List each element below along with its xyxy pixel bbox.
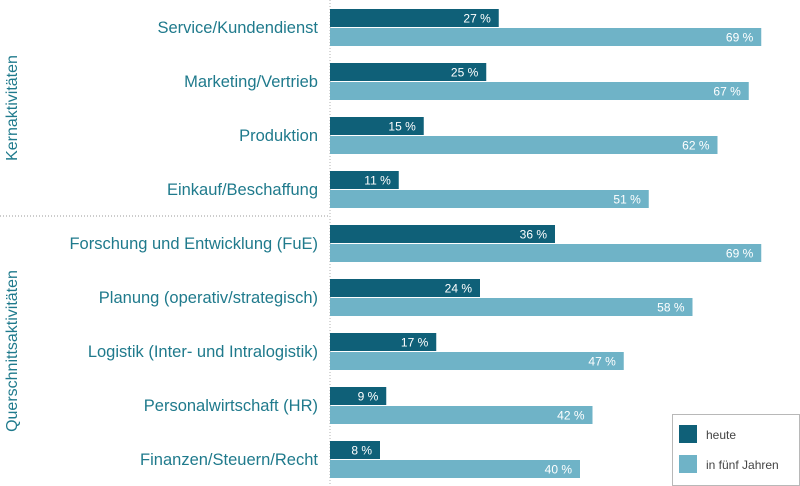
bar-in-f-nf-jahren-personalwirtschaft-hr (330, 406, 593, 424)
data-label: 17 % (401, 336, 429, 350)
bar-heute-logistik-inter-und-intralogistik (330, 333, 437, 351)
bar-in-f-nf-jahren-einkauf-beschaffung (330, 190, 649, 208)
data-label: 27 % (463, 12, 491, 26)
category-label: Logistik (Inter- und Intralogistik) (88, 343, 318, 361)
data-label: 51 % (613, 193, 641, 207)
group-label-querschnittsaktivit-ten: Querschnittsaktivitäten (4, 270, 21, 432)
category-label: Personalwirtschaft (HR) (144, 397, 318, 415)
data-label: 47 % (588, 355, 616, 369)
category-label: Finanzen/Steuern/Recht (140, 451, 318, 469)
data-label: 58 % (657, 301, 685, 315)
category-label: Planung (operativ/strategisch) (99, 289, 318, 307)
bar-in-f-nf-jahren-logistik-inter-und-intralogistik (330, 352, 624, 370)
legend: heute in fünf Jahren (672, 414, 800, 486)
bar-in-f-nf-jahren-finanzen-steuern-recht (330, 460, 580, 478)
data-label: 24 % (445, 282, 473, 296)
data-label: 25 % (451, 66, 479, 80)
category-label: Produktion (239, 127, 318, 145)
bar-heute-produktion (330, 117, 424, 135)
legend-swatch-heute (679, 425, 697, 443)
data-label: 40 % (545, 463, 573, 477)
bar-heute-marketing-vertrieb (330, 63, 487, 81)
data-label: 36 % (520, 228, 548, 242)
category-label: Marketing/Vertrieb (184, 73, 318, 91)
bar-heute-service-kundendienst (330, 9, 499, 27)
bar-in-f-nf-jahren-service-kundendienst (330, 28, 762, 46)
data-label: 42 % (557, 409, 585, 423)
legend-label-in-f-nf-jahren: in fünf Jahren (706, 458, 779, 472)
bar-in-f-nf-jahren-forschung-und-entwicklung-fue (330, 244, 762, 262)
data-label: 67 % (713, 85, 741, 99)
category-label: Forschung und Entwicklung (FuE) (69, 235, 318, 253)
data-label: 62 % (682, 139, 710, 153)
group-label-kernaktivit-ten: Kernaktivitäten (4, 55, 21, 161)
data-label: 9 % (358, 390, 379, 404)
data-label: 8 % (351, 444, 372, 458)
legend-swatch-in-f-nf-jahren (679, 455, 697, 473)
bar-heute-personalwirtschaft-hr (330, 387, 387, 405)
data-label: 15 % (388, 120, 416, 134)
data-label: 11 % (364, 174, 391, 188)
bar-in-f-nf-jahren-planung-operativ-strategisch (330, 298, 693, 316)
bar-heute-forschung-und-entwicklung-fue (330, 225, 555, 243)
bars-layer: 27 % 69 % 25 % 67 % 15 % 62 % 11 % 51 % 36 % 69 %… (329, 0, 762, 486)
bar-in-f-nf-jahren-produktion (330, 136, 718, 154)
group-labels-layer: Kernaktivitäten Querschnittsaktivitäten (0, 55, 330, 432)
bar-heute-finanzen-steuern-recht (330, 441, 380, 459)
category-labels-layer: Service/Kundendienst Marketing/Vertrieb Pr… (69, 19, 318, 469)
legend-label-heute: heute (706, 428, 736, 442)
bar-heute-planung-operativ-strategisch (330, 279, 480, 297)
data-label: 69 % (726, 247, 754, 261)
data-label: 69 % (726, 31, 754, 45)
category-label: Einkauf/Beschaffung (167, 181, 318, 199)
bar-in-f-nf-jahren-marketing-vertrieb (330, 82, 749, 100)
category-label: Service/Kundendienst (157, 19, 318, 37)
bar-heute-einkauf-beschaffung (330, 171, 399, 189)
